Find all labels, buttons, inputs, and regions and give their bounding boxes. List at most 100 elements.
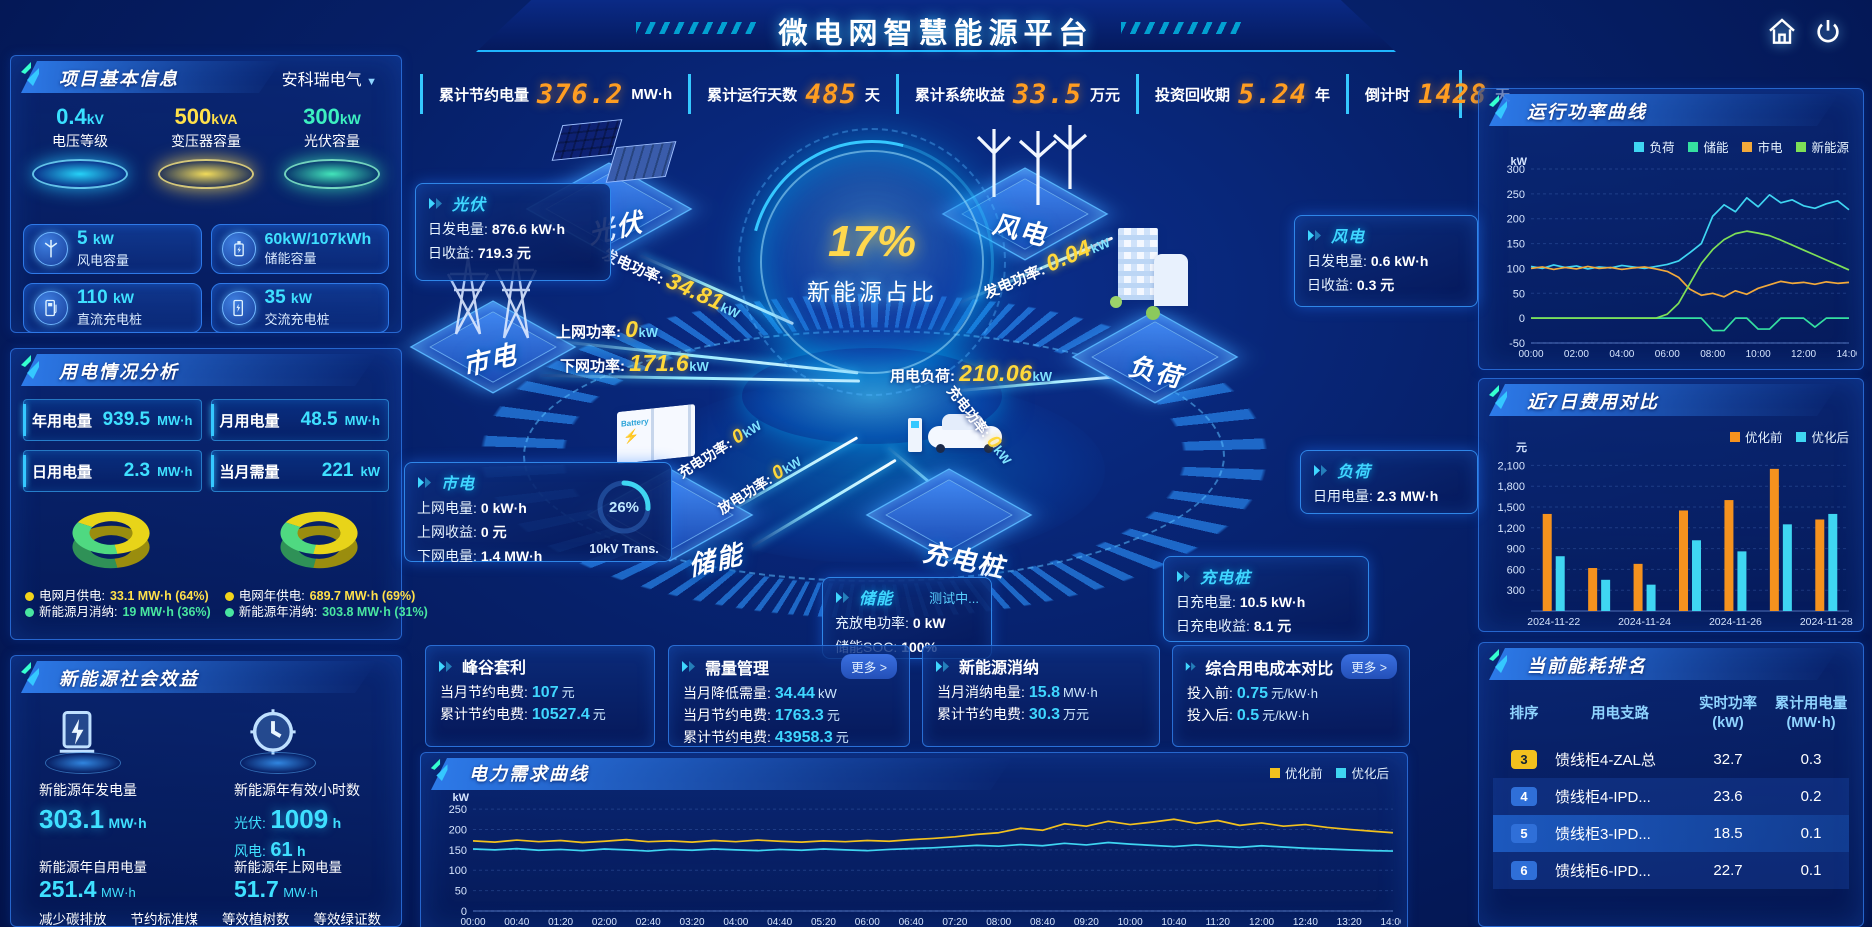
panel-demand-curve: 电力需求曲线 优化前 优化后 0 50 100 150 200 250 kW 00:00 00:… (420, 752, 1408, 927)
tree-icon (1146, 306, 1160, 320)
flow-grid-export: 上网功率: 0kW (556, 316, 658, 342)
demand-legend: 优化前 优化后 (1269, 763, 1389, 782)
panel-title: 运行功率曲线 (1527, 102, 1647, 122)
svg-text:元: 元 (1516, 441, 1527, 454)
donut-chart (72, 511, 150, 569)
clock-icon (250, 709, 296, 755)
cone-glow (32, 159, 128, 189)
svg-text:12:00: 12:00 (1249, 917, 1274, 927)
svg-text:09:20: 09:20 (1074, 917, 1099, 927)
car-icon (928, 426, 1002, 448)
legend-item: 新能源月消纳: 19 MW·h (36%) (25, 604, 211, 620)
benefit-row-energy: 新能源年自用电量 251.4 MW·h 新能源年上网电量 51.7 MW·h (11, 856, 401, 903)
panel-corner-icon (1489, 649, 1507, 673)
kpi-peak-valley-arbitrage: 峰谷套利 当月节约电费: 107 元 累计节约电费: 10527.4 元 (425, 645, 655, 747)
transformer-capacity: 500kVA 变压器容量 (143, 104, 269, 189)
svg-text:04:40: 04:40 (767, 917, 792, 927)
cone-glow (284, 159, 380, 189)
legend-item: 电网月供电: 33.1 MW·h (64%) (25, 588, 211, 604)
battery-container-label: Battery (621, 416, 649, 429)
supply-donuts: 电网月供电: 33.1 MW·h (64%) 新能源月消纳: 19 MW·h (… (11, 495, 428, 620)
benefit-columns: 新能源年发电量 303.1 MW·h 新能源年有效小时数 光伏: 1009 h … (11, 706, 401, 862)
panel-title: 当前能耗排名 (1527, 656, 1647, 676)
legend-item: 优化前 (1729, 427, 1782, 446)
panel-title: 项目基本信息 (59, 69, 179, 89)
home-button[interactable] (1766, 16, 1800, 50)
svg-text:06:00: 06:00 (855, 917, 880, 927)
table-row[interactable]: 4 馈线柜4-IPD... 23.6 0.2 (1493, 778, 1849, 815)
power-curve-legend: 负荷 储能 市电 新能源 (1634, 137, 1849, 156)
chevron-right-icon (429, 197, 442, 209)
panel-header: 近7日费用对比 (1479, 379, 1863, 419)
panel-title: 近7日费用对比 (1527, 392, 1660, 412)
chevron-right-icon (836, 591, 849, 603)
svg-text:07:20: 07:20 (942, 917, 967, 927)
dc-charger-card: 110 kW 直流充电桩 (23, 283, 202, 333)
svg-text:250: 250 (1507, 189, 1525, 201)
chevron-right-icon (936, 660, 949, 672)
donut-chart (280, 511, 358, 569)
rank-badge: 4 (1511, 787, 1537, 806)
svg-text:50: 50 (1513, 288, 1525, 300)
battery-icon (233, 241, 244, 257)
svg-text:2,100: 2,100 (1497, 460, 1525, 472)
svg-text:0: 0 (461, 906, 467, 918)
svg-text:00:00: 00:00 (460, 917, 485, 927)
table-row[interactable]: 6 馈线柜6-IPD... 22.7 0.1 (1493, 852, 1849, 889)
svg-text:150: 150 (1507, 239, 1525, 251)
panel-cost-compare: 近7日费用对比 优化前 优化后 300 600 900 1,200 1,500 1,800… (1478, 378, 1864, 632)
svg-text:13:20: 13:20 (1337, 917, 1362, 927)
home-icon (1769, 18, 1795, 44)
svg-text:11:20: 11:20 (1206, 917, 1231, 927)
storage-status-badge: 测试中... (929, 590, 979, 606)
more-button[interactable]: 更多 > (1341, 654, 1397, 679)
charging-pile-icon (908, 418, 922, 452)
coal-saved: 节约标准煤 91.7 t (130, 912, 199, 927)
ac-charger-icon (232, 299, 243, 317)
car-roof (942, 414, 984, 430)
svg-text:kW: kW (453, 792, 470, 804)
panel-header: 用电情况分析 (11, 349, 401, 389)
svg-text:06:00: 06:00 (1655, 349, 1680, 360)
header-decoration-right (1121, 22, 1241, 34)
company-select[interactable]: 安科瑞电气 ▼ (282, 66, 377, 90)
svg-text:300: 300 (1507, 164, 1525, 176)
rank-badge: 5 (1511, 824, 1537, 843)
kpi-cost-comparison: 综合用电成本对比 更多 > 投入前: 0.75 元/kW·h 投入后: 0.5 元/kW… (1172, 645, 1410, 747)
annual-generation: 新能源年发电量 303.1 MW·h (11, 706, 206, 862)
more-button[interactable]: 更多 > (841, 654, 897, 679)
panel-energy-ranking: 当前能耗排名 排序 用电支路 实时功率 (kW) 累计用电量 (MW·h) 3 … (1478, 642, 1864, 927)
legend-item: 新能源年消纳: 303.8 MW·h (31%) (224, 604, 428, 620)
kpi-demand-management: 需量管理 更多 > 当月降低需量: 34.44 kW 当月节约电费: 1763.3 元 … (668, 645, 910, 747)
stat-system-revenue: 累计系统收益 33.5 万元 (895, 74, 1136, 114)
charger-info-box: 充电桩 日充电量: 10.5 kW·h 日充电收益: 8.1 元 (1163, 556, 1369, 642)
svg-text:2024-11-28: 2024-11-28 (1800, 616, 1853, 628)
panel-corner-icon (430, 758, 448, 781)
table-row[interactable]: 5 馈线柜3-IPD... 18.5 0.1 (1493, 815, 1849, 852)
flow-grid-import: 下网功率: 171.6kW (560, 350, 709, 376)
stat-saved-energy: 累计节约电量 376.2 MW·h (420, 74, 688, 114)
svg-text:02:00: 02:00 (1564, 349, 1589, 360)
building-icon (1154, 254, 1188, 306)
panel-title: 用电情况分析 (59, 362, 179, 382)
table-row[interactable]: 3 馈线柜4-ZAL总 32.7 0.3 (1493, 741, 1849, 778)
power-curve-chart: -50 0 50 100 150 200 250 300kW 00:00 02:00 04:00 06… (1507, 156, 1862, 360)
power-button[interactable] (1812, 16, 1846, 50)
svg-text:50: 50 (455, 886, 467, 898)
stat-run-days: 累计运行天数 485 天 (688, 74, 896, 114)
panel-header: 运行功率曲线 (1479, 89, 1863, 129)
stat-payback-period: 投资回收期 5.24 年 (1135, 74, 1346, 114)
voltage-level: 0.4kV 电压等级 (17, 104, 143, 189)
panel-usage-analysis: 用电情况分析 年用电量 939.5 MW·h 月用电量 48.5 MW·h 日用电量… (10, 348, 428, 640)
svg-text:03:20: 03:20 (680, 917, 705, 927)
trees-equivalent: 等效植树数 240 棵 (222, 912, 290, 927)
svg-text:02:00: 02:00 (592, 917, 617, 927)
chevron-right-icon (439, 660, 452, 672)
panel-header: 新能源社会效益 (11, 656, 401, 696)
tree-icon (1110, 296, 1122, 308)
panel-corner-icon (21, 662, 39, 686)
chevron-right-icon (1177, 570, 1190, 582)
ac-charger-card: 35 kW 交流充电桩 (210, 283, 389, 333)
load-info-box: 负荷 日用电量: 2.3 MW·h (1300, 450, 1478, 514)
svg-text:-50: -50 (1509, 338, 1525, 350)
